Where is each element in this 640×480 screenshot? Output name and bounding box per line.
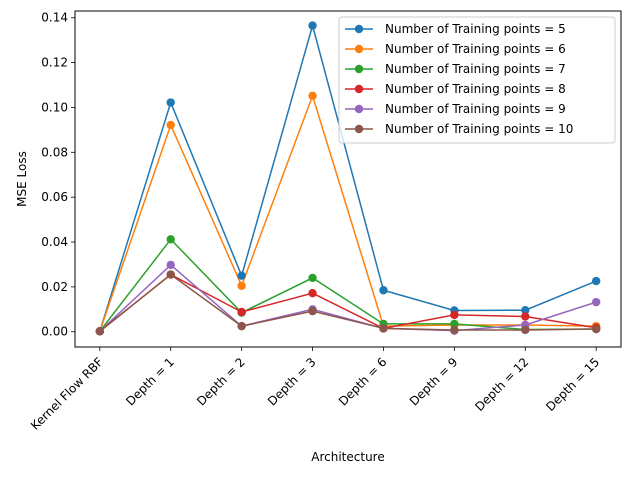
x-tick-label: Kernel Flow RBF [28,355,106,433]
x-axis-label: Architecture [311,450,384,464]
legend-label: Number of Training points = 8 [385,82,566,96]
legend-label: Number of Training points = 5 [385,22,566,36]
y-tick-label: 0.12 [41,56,68,70]
series-line-6 [99,273,597,332]
y-tick-label: 0.04 [41,235,68,249]
legend-marker [354,24,364,34]
x-tick-label: Depth = 3 [265,355,319,409]
legend-label: Number of Training points = 6 [385,42,566,56]
series-line-1 [99,22,597,332]
series-2-point [237,281,246,290]
y-axis-label: MSE Loss [15,151,29,207]
y-tick-label: 0.10 [41,100,68,114]
legend-marker [354,64,364,74]
series-6-point [591,324,601,334]
series-4-point [521,312,530,321]
series-5-point [166,260,175,270]
series-line-3 [99,238,597,332]
legend-marker [354,124,364,134]
series-1-point [308,21,317,30]
y-axis-ticks: 0.00 0.02 0.04 0.06 0.08 0.10 0.12 0.14 [41,11,75,339]
y-tick-label: 0.00 [41,325,68,339]
series-2-point [166,120,175,130]
legend-label: Number of Training points = 10 [385,122,573,136]
legend-label: Number of Training points = 9 [385,102,566,116]
y-tick-label: 0.14 [41,11,68,25]
series-2-point [308,91,317,100]
x-tick-label: Depth = 1 [123,355,177,409]
series-6-point [95,327,105,336]
series-1-point [237,271,246,280]
legend-box [338,16,616,144]
series-line-4 [99,273,597,332]
x-tick-label: Depth = 9 [407,355,461,409]
series-4-point [450,310,459,320]
x-axis-ticks: Kernel Flow RBF Depth = 1 Depth = 2 Depth =… [28,347,602,433]
y-tick-label: 0.02 [41,280,68,294]
series-1-point [166,98,175,107]
y-tick-label: 0.06 [41,190,68,204]
x-tick-label: Depth = 12 [472,355,531,414]
axes-frame [74,10,622,348]
series-4-point [308,288,317,298]
series-line-5 [99,263,597,332]
series-1-point [379,286,388,295]
series-6-point [450,325,459,335]
x-tick-label: Depth = 6 [336,355,390,409]
x-tick-label: Depth = 2 [194,355,248,409]
plot-lines [99,22,597,332]
series-1-point [591,276,601,286]
series-4-point [237,307,246,317]
x-tick-label: Depth = 15 [543,355,602,414]
series-3-point [450,319,459,329]
series-6-point [237,321,246,331]
series-6-point [166,270,175,279]
series-5-point [591,297,601,307]
series-6-point [308,306,317,316]
series-1-point [521,306,530,315]
plot-markers [95,21,601,336]
legend-label: Number of Training points = 7 [385,62,566,76]
legend-marker [354,104,364,114]
legend-marker [354,44,364,54]
series-3-point [308,273,317,283]
y-tick-label: 0.08 [41,145,68,159]
series-6-point [379,324,388,333]
series-3-point [166,235,175,244]
series-line-2 [99,93,597,332]
series-6-point [521,325,530,335]
legend: Number of Training points = 5 Number of T… [338,16,616,144]
legend-marker [354,84,364,94]
